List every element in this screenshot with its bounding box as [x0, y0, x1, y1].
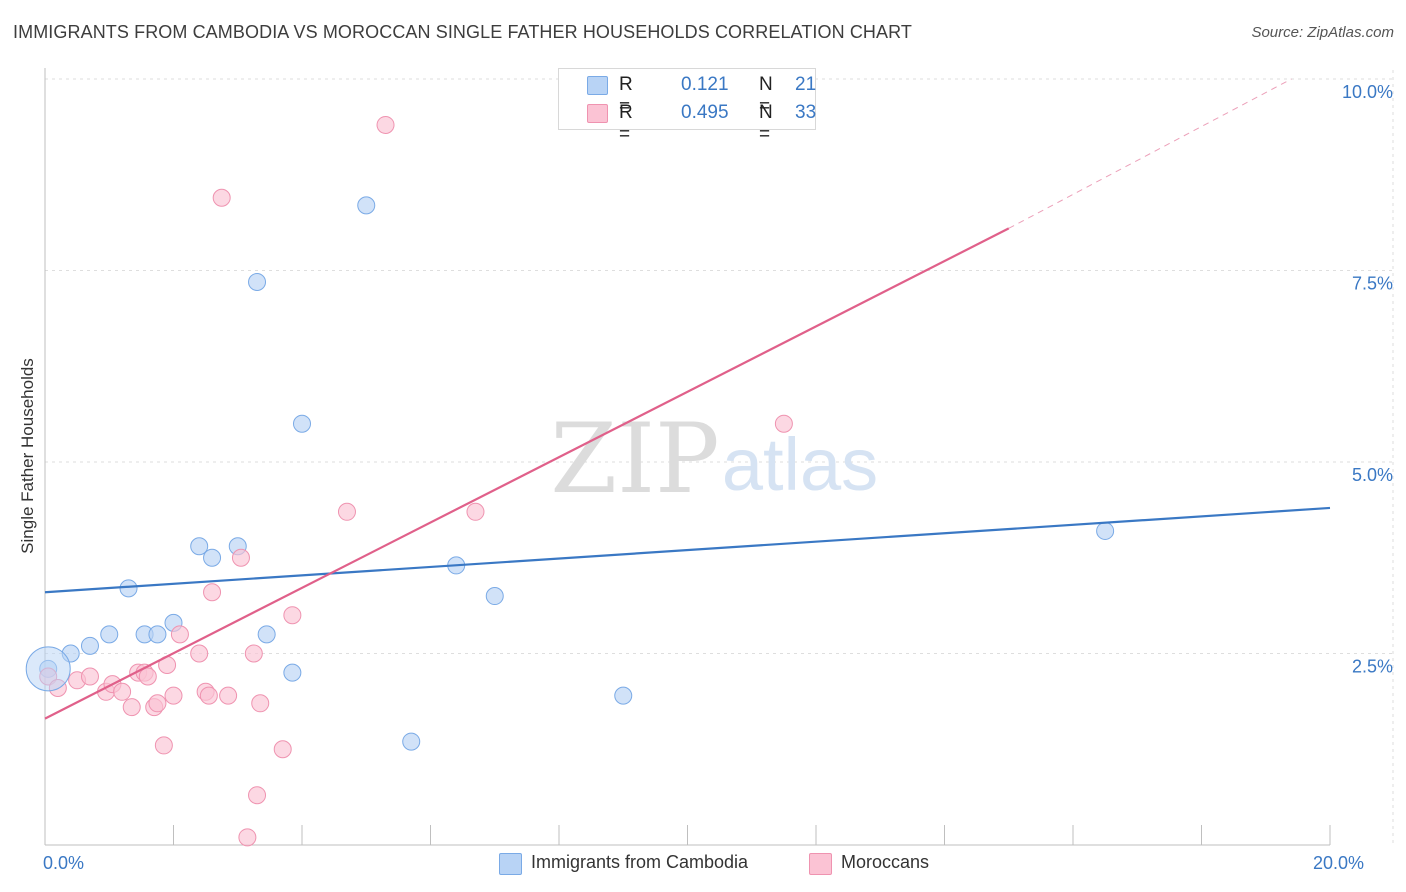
- legend-swatch-cambodia: [587, 76, 608, 95]
- legend-r-label: R =: [619, 74, 633, 117]
- legend-n-value: 21: [795, 74, 817, 95]
- data-point-cambodia: [293, 414, 311, 433]
- data-point-moroccans: [138, 667, 157, 686]
- data-point-moroccans: [231, 548, 250, 567]
- data-point-moroccans: [238, 828, 257, 847]
- data-point-moroccans: [774, 414, 793, 433]
- x-tick-label: 0.0%: [43, 853, 84, 873]
- data-point-moroccans: [154, 736, 173, 755]
- scatter-points: [25, 115, 1115, 847]
- trendline-extension-moroccans: [1008, 78, 1292, 229]
- data-point-moroccans: [113, 682, 132, 701]
- trendline-cambodia: [44, 506, 1331, 594]
- data-point-moroccans: [190, 644, 209, 663]
- legend-label-moroccans: Moroccans: [841, 852, 930, 872]
- data-point-cambodia: [190, 537, 209, 556]
- trendline-moroccans: [44, 227, 1010, 720]
- legend-swatch-moroccans: [809, 853, 832, 875]
- data-point-moroccans: [244, 644, 263, 663]
- y-tick-label: 10.0%: [1342, 82, 1393, 102]
- legend-label-cambodia: Immigrants from Cambodia: [531, 852, 749, 872]
- legend-r-value: 0.495: [681, 102, 729, 123]
- chart-title: IMMIGRANTS FROM CAMBODIA VS MOROCCAN SIN…: [13, 22, 912, 42]
- data-point-moroccans: [199, 686, 218, 705]
- data-point-cambodia: [283, 663, 302, 682]
- data-point-cambodia-cluster: [25, 646, 71, 692]
- data-point-moroccans: [273, 740, 292, 759]
- axes: [44, 68, 1331, 846]
- legend-swatch-moroccans: [587, 104, 608, 123]
- y-tick-label: 2.5%: [1352, 657, 1393, 677]
- data-point-cambodia: [100, 625, 119, 644]
- data-point-cambodia: [203, 548, 222, 567]
- legend-r-value: 0.121: [681, 74, 729, 95]
- trend-lines: [44, 78, 1331, 720]
- data-point-moroccans: [376, 115, 395, 134]
- data-point-moroccans: [337, 502, 356, 521]
- y-axis-label: Single Father Households: [18, 358, 37, 554]
- data-point-cambodia: [80, 636, 99, 655]
- data-point-cambodia: [614, 686, 633, 705]
- legend-swatch-cambodia: [499, 853, 522, 875]
- data-point-moroccans: [203, 583, 222, 602]
- data-point-moroccans: [219, 686, 238, 705]
- data-point-cambodia: [485, 587, 504, 606]
- data-point-moroccans: [466, 502, 485, 521]
- data-point-moroccans: [80, 667, 99, 686]
- y-tick-label: 7.5%: [1352, 274, 1393, 294]
- data-point-moroccans: [248, 786, 267, 805]
- tick-labels: 2.5% 5.0% 7.5% 10.0% 0.0% 20.0%: [43, 82, 1393, 873]
- y-tick-label: 5.0%: [1352, 465, 1393, 485]
- data-point-moroccans: [283, 606, 302, 625]
- data-point-cambodia: [257, 625, 276, 644]
- data-point-moroccans: [170, 625, 189, 644]
- data-point-cambodia: [119, 579, 138, 598]
- legend-n-value: 33: [795, 102, 817, 123]
- stats-legend: R = 0.121 N = 21 R = 0.495 N = 33: [558, 68, 817, 145]
- watermark-atlas: atlas: [722, 423, 878, 506]
- data-point-cambodia: [357, 196, 376, 215]
- legend-r-label: R =: [619, 102, 633, 145]
- legend-n-label: N =: [759, 74, 773, 117]
- data-point-moroccans: [251, 694, 270, 713]
- source-label: Source: ZipAtlas.com: [1251, 24, 1394, 41]
- data-point-cambodia: [148, 625, 167, 644]
- data-point-cambodia: [248, 272, 267, 291]
- data-point-moroccans: [212, 188, 231, 207]
- data-point-cambodia: [402, 732, 421, 751]
- watermark-zip: ZIP: [550, 403, 719, 515]
- x-tick-label: 20.0%: [1313, 853, 1364, 873]
- data-point-moroccans: [122, 698, 141, 717]
- data-point-cambodia: [1096, 521, 1115, 540]
- data-point-moroccans: [148, 694, 167, 713]
- data-point-moroccans: [164, 686, 183, 705]
- legend-n-label: N =: [759, 102, 773, 145]
